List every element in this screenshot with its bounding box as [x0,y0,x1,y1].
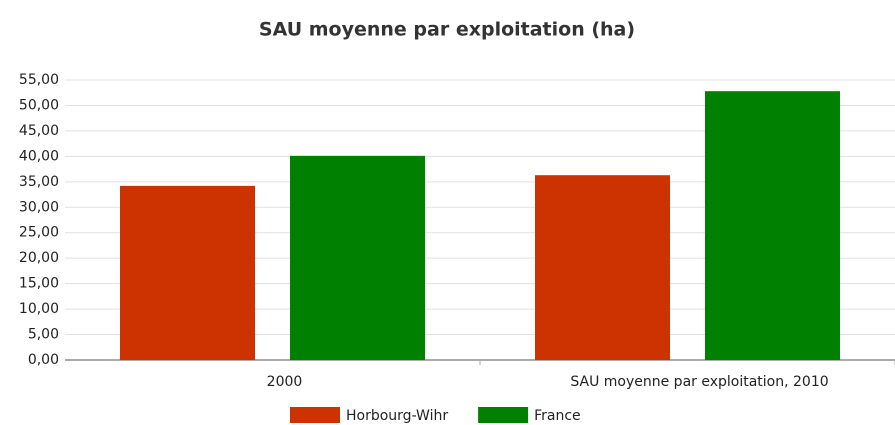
y-tick-label: 40,00 [19,148,59,164]
y-tick-label: 25,00 [19,225,59,241]
legend-swatch [290,407,340,423]
y-tick-label: 45,00 [19,123,59,139]
bar [535,175,670,360]
y-tick-label: 55,00 [19,72,59,88]
bar [120,185,255,360]
x-tick-label: SAU moyenne par exploitation, 2010 [570,374,828,390]
y-tick-label: 30,00 [19,199,59,215]
bar [290,155,425,360]
bar [705,91,840,360]
y-tick-label: 50,00 [19,97,59,113]
y-tick-label: 5,00 [28,327,59,343]
y-tick-label: 0,00 [28,352,59,368]
y-tick-label: 15,00 [19,276,59,292]
y-tick-label: 20,00 [19,250,59,266]
legend-label: Horbourg-Wihr [346,408,448,424]
y-tick-label: 35,00 [19,174,59,190]
legend-label: France [534,408,581,424]
y-tick-label: 10,00 [19,301,59,317]
legend-swatch [478,407,529,423]
chart-title: SAU moyenne par exploitation (ha) [259,19,635,41]
x-tick-label: 2000 [267,374,303,390]
